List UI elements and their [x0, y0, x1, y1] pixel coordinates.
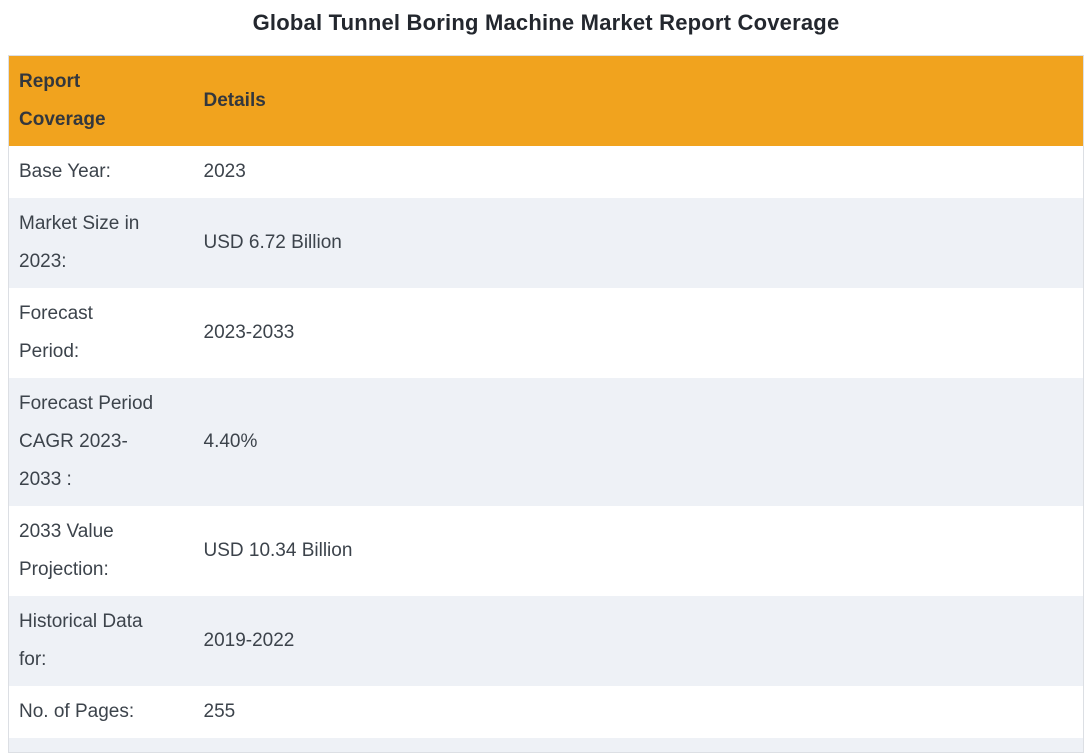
table-row: Market Size in 2023: USD 6.72 Billion	[8, 198, 1084, 288]
table-row: Forecast Period CAGR 2023- 2033 : 4.40%	[8, 378, 1084, 506]
partial-row-value-cell	[193, 738, 1084, 752]
row-value-value-projection: USD 10.34 Billion	[193, 506, 1084, 596]
row-value-market-size: USD 6.72 Billion	[193, 198, 1084, 288]
table-header-row: Report Coverage Details	[8, 55, 1084, 146]
row-value-base-year: 2023	[193, 146, 1084, 198]
partial-row-label-cell	[8, 738, 194, 752]
table-row: No. of Pages: 255	[8, 686, 1084, 738]
row-value-pages: 255	[193, 686, 1084, 738]
row-label-forecast-period: Forecast Period:	[8, 288, 194, 378]
table-row: Historical Data for: 2019-2022	[8, 596, 1084, 686]
row-label-historical-data: Historical Data for:	[8, 596, 194, 686]
column-header-report-coverage: Report Coverage	[8, 55, 194, 146]
table-row: Forecast Period: 2023-2033	[8, 288, 1084, 378]
row-label-base-year: Base Year:	[8, 146, 194, 198]
table-row: Base Year: 2023	[8, 146, 1084, 198]
row-value-cagr: 4.40%	[193, 378, 1084, 506]
column-header-details: Details	[193, 55, 1084, 146]
row-value-historical-data: 2019-2022	[193, 596, 1084, 686]
row-label-cagr: Forecast Period CAGR 2023- 2033 :	[8, 378, 194, 506]
row-label-pages: No. of Pages:	[8, 686, 194, 738]
table-row-partial	[8, 738, 1084, 752]
row-value-forecast-period: 2023-2033	[193, 288, 1084, 378]
row-label-market-size: Market Size in 2023:	[8, 198, 194, 288]
table-row: 2033 Value Projection: USD 10.34 Billion	[8, 506, 1084, 596]
page-title: Global Tunnel Boring Machine Market Repo…	[252, 10, 840, 35]
row-label-value-projection: 2033 Value Projection:	[8, 506, 194, 596]
report-coverage-table: Report Coverage Details Base Year: 2023 …	[8, 55, 1084, 753]
